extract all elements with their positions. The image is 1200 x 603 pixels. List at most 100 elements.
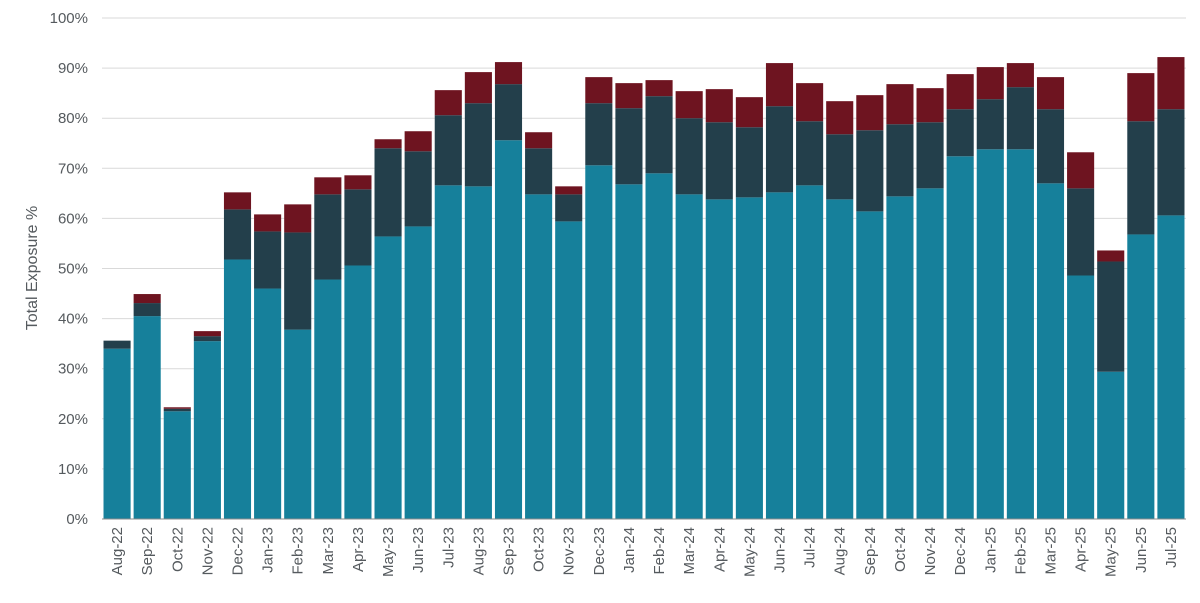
x-tick-label: Nov-22 bbox=[199, 527, 216, 575]
bar-segment-series-2 bbox=[464, 103, 492, 187]
bar-segment-series-1 bbox=[765, 192, 794, 519]
bar-segment-series-2 bbox=[886, 124, 914, 197]
bar-segment-series-3 bbox=[735, 97, 763, 128]
y-axis-title: Total Exposure % bbox=[24, 206, 41, 331]
x-tick-label: Jan-25 bbox=[982, 527, 999, 573]
x-tick-label: Apr-25 bbox=[1073, 527, 1090, 572]
bar-segment-series-1 bbox=[1067, 275, 1095, 519]
bar-segment-series-3 bbox=[1006, 63, 1034, 88]
y-tick-label: 20% bbox=[58, 411, 88, 428]
x-tick-label: Apr-23 bbox=[350, 527, 367, 572]
bar-segment-series-3 bbox=[946, 74, 974, 110]
bar-segment-series-3 bbox=[464, 72, 492, 104]
y-tick-label: 0% bbox=[66, 511, 88, 528]
bar-segment-series-2 bbox=[645, 96, 673, 174]
bar-segment-series-2 bbox=[675, 118, 703, 195]
bar-segment-series-3 bbox=[826, 101, 854, 135]
bar-segment-series-1 bbox=[976, 149, 1004, 519]
x-tick-label: Oct-24 bbox=[892, 527, 909, 572]
bar-segment-series-2 bbox=[1006, 87, 1034, 150]
x-tick-label: Nov-24 bbox=[922, 527, 939, 575]
x-tick-label: Oct-23 bbox=[531, 527, 548, 572]
bar-segment-series-1 bbox=[735, 197, 763, 520]
bar-segment-series-3 bbox=[374, 139, 402, 149]
bar-segment-series-2 bbox=[705, 122, 733, 200]
bar-segment-series-2 bbox=[254, 231, 282, 289]
bar-segment-series-3 bbox=[525, 132, 553, 149]
bar-segment-series-3 bbox=[886, 84, 914, 125]
x-tick-label: May-25 bbox=[1103, 527, 1120, 577]
x-tick-label: Mar-23 bbox=[320, 527, 337, 575]
bar-segment-series-2 bbox=[163, 408, 191, 412]
bar-segment-series-2 bbox=[796, 121, 824, 186]
x-tick-label: Apr-24 bbox=[711, 527, 728, 572]
bar-segment-series-2 bbox=[555, 194, 583, 222]
bar-segment-series-2 bbox=[585, 103, 613, 166]
bar-segment-series-2 bbox=[856, 130, 884, 212]
x-tick-label: Mar-24 bbox=[681, 527, 698, 575]
bar-segment-series-1 bbox=[223, 259, 252, 519]
y-tick-label: 80% bbox=[58, 110, 88, 127]
bar-segment-series-3 bbox=[404, 131, 432, 152]
y-tick-label: 100% bbox=[50, 10, 88, 27]
bar-segment-series-3 bbox=[765, 63, 794, 107]
bar-segment-series-3 bbox=[1067, 152, 1095, 189]
bar-segment-series-1 bbox=[886, 196, 914, 520]
x-tick-label: Aug-23 bbox=[470, 527, 487, 575]
bar-segment-series-1 bbox=[133, 316, 161, 519]
bar-segment-series-1 bbox=[675, 194, 703, 519]
bar-segment-series-1 bbox=[314, 279, 342, 519]
bar-segment-series-1 bbox=[193, 341, 221, 519]
bar-segment-series-3 bbox=[133, 294, 161, 304]
bar-segment-series-1 bbox=[525, 194, 553, 519]
bar-segment-series-1 bbox=[464, 186, 492, 519]
bar-segment-series-1 bbox=[434, 185, 462, 519]
bar-segment-series-2 bbox=[765, 106, 794, 193]
bar-segment-series-3 bbox=[223, 192, 252, 210]
x-tick-label: Jul-25 bbox=[1163, 527, 1180, 568]
bar-segment-series-2 bbox=[374, 148, 402, 237]
y-tick-label: 90% bbox=[58, 60, 88, 77]
x-tick-label: May-24 bbox=[741, 527, 758, 577]
bar-segment-series-3 bbox=[976, 67, 1004, 100]
bar-segment-series-3 bbox=[796, 83, 824, 122]
grid-layer bbox=[102, 17, 1186, 470]
bar-segment-series-3 bbox=[856, 95, 884, 131]
bar-segment-series-1 bbox=[374, 236, 402, 519]
bar-segment-series-3 bbox=[615, 83, 643, 109]
bar-segment-series-2 bbox=[103, 340, 131, 349]
bar-segment-series-2 bbox=[916, 122, 944, 189]
bar-segment-series-1 bbox=[404, 226, 432, 520]
bar-segment-series-1 bbox=[1006, 149, 1034, 519]
bar-segment-series-1 bbox=[615, 184, 643, 519]
x-tick-label: Dec-24 bbox=[952, 527, 969, 575]
x-tick-label: Dec-22 bbox=[230, 527, 247, 575]
x-tick-label: Feb-23 bbox=[290, 527, 307, 575]
bar-segment-series-1 bbox=[856, 211, 884, 519]
bar-segment-series-1 bbox=[254, 288, 282, 519]
bar-segment-series-2 bbox=[1097, 261, 1125, 372]
y-tick-label: 30% bbox=[58, 361, 88, 378]
bar-segment-series-2 bbox=[826, 134, 854, 200]
bar-segment-series-1 bbox=[916, 188, 944, 519]
bar-segment-series-2 bbox=[976, 99, 1004, 150]
y-tick-label: 40% bbox=[58, 311, 88, 328]
x-tick-label: Sep-22 bbox=[139, 527, 156, 575]
x-tick-label: Jul-24 bbox=[802, 527, 819, 568]
bar-segment-series-2 bbox=[284, 232, 312, 330]
bar-segment-series-2 bbox=[314, 194, 342, 280]
bars-layer bbox=[103, 57, 1185, 520]
x-tick-label: Oct-22 bbox=[169, 527, 186, 572]
bar-segment-series-2 bbox=[1157, 109, 1185, 216]
bar-segment-series-2 bbox=[223, 209, 252, 260]
x-tick-label: Sep-24 bbox=[862, 527, 879, 575]
bar-segment-series-1 bbox=[163, 411, 191, 519]
x-tick-label: Feb-25 bbox=[1012, 527, 1029, 575]
bar-segment-series-3 bbox=[494, 62, 523, 85]
bar-segment-series-2 bbox=[1036, 109, 1065, 184]
bar-segment-series-1 bbox=[705, 199, 733, 520]
bar-segment-series-1 bbox=[826, 199, 854, 520]
x-tick-label: Aug-22 bbox=[109, 527, 126, 575]
x-tick-label: Nov-23 bbox=[561, 527, 578, 575]
